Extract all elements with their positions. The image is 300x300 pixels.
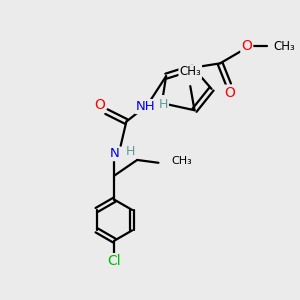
Text: O: O	[94, 98, 105, 112]
Text: CH₃: CH₃	[179, 65, 201, 78]
Text: CH₃: CH₃	[274, 40, 296, 53]
Text: H: H	[159, 98, 168, 111]
Text: CH₃: CH₃	[171, 156, 192, 167]
Text: NH: NH	[136, 100, 155, 113]
Text: O: O	[225, 85, 236, 100]
Text: Cl: Cl	[108, 254, 121, 268]
Text: H: H	[126, 146, 135, 158]
Text: N: N	[110, 147, 119, 160]
Text: O: O	[242, 39, 252, 53]
Text: S: S	[158, 96, 166, 110]
